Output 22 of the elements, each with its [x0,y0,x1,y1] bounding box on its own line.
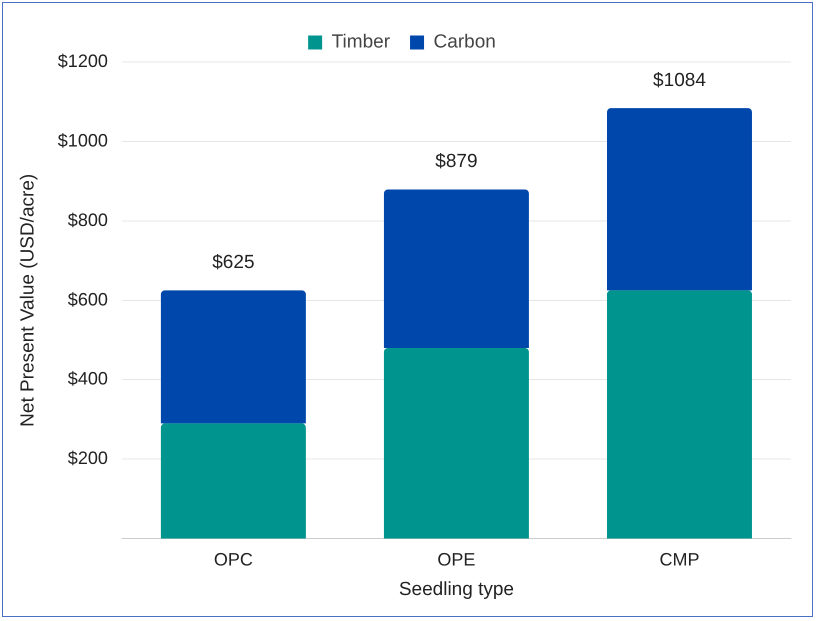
x-axis-title: Seedling type [398,578,514,600]
bar [606,108,752,290]
legend-label: Timber [332,32,391,53]
bar [160,290,306,424]
y-tick-label: $1000 [58,130,108,150]
total-label: $1084 [653,70,706,91]
x-tick-label: OPE [437,549,476,570]
y-tick-label: $600 [68,289,108,310]
legend-label: Carbon [434,32,496,53]
y-tick-label: $800 [68,210,108,230]
bar [160,423,306,539]
bar [606,290,752,539]
x-tick-label: CMP [659,549,700,570]
y-tick-label: $400 [68,368,108,389]
x-tick-label: OPC [214,549,253,570]
bar [384,189,529,348]
y-axis-title: Net Present Value (USD/acre) [18,174,39,427]
total-label: $625 [212,252,255,274]
total-label: $879 [435,151,478,172]
y-tick-label: $200 [68,448,108,468]
bar [384,348,529,539]
y-tick-label: $1200 [58,50,108,71]
